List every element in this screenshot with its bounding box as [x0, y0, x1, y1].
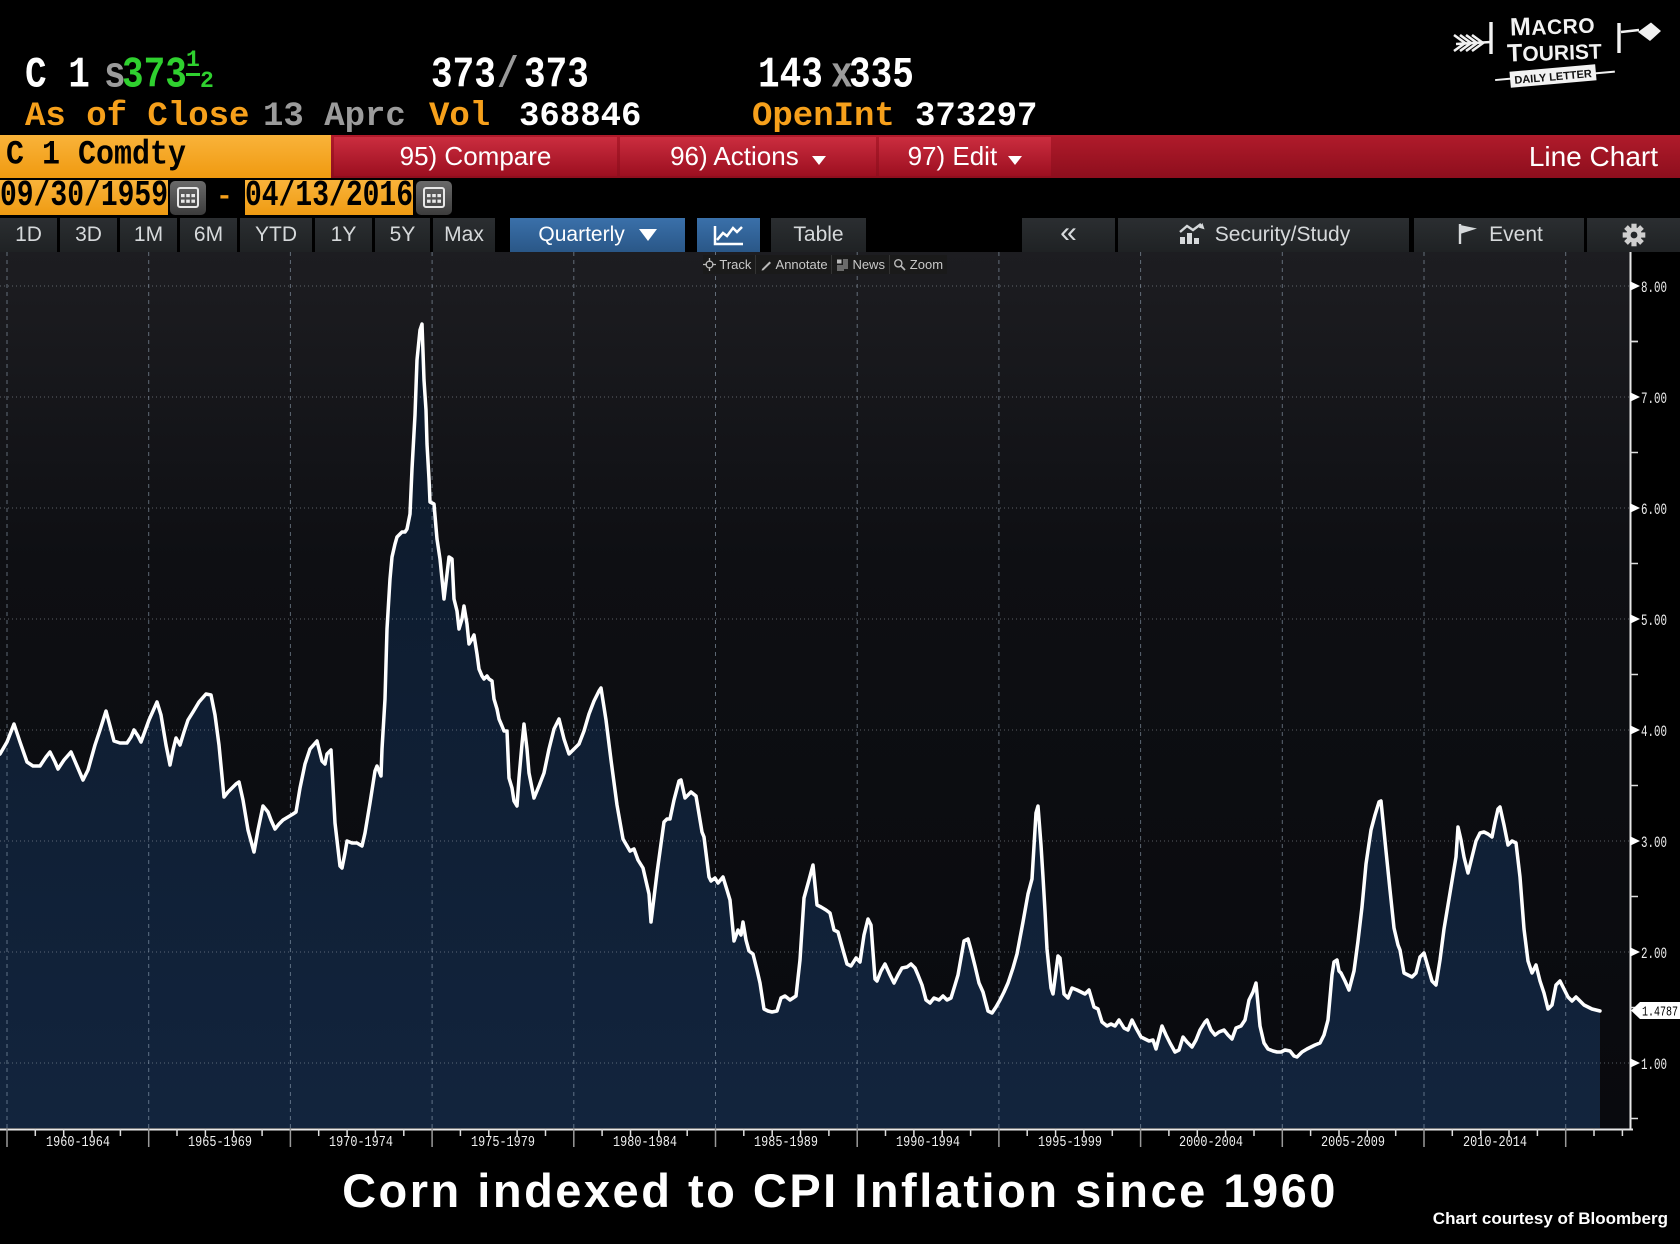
svg-text:4.00: 4.00	[1641, 723, 1667, 741]
svg-text:2005-2009: 2005-2009	[1321, 1134, 1385, 1151]
svg-text:1970-1974: 1970-1974	[329, 1134, 393, 1151]
svg-text:1.00: 1.00	[1641, 1056, 1667, 1074]
svg-text:5.00: 5.00	[1641, 612, 1667, 630]
svg-text:1975-1979: 1975-1979	[471, 1134, 535, 1151]
svg-text:MACRO: MACRO	[1509, 11, 1595, 42]
svg-text:1985-1989: 1985-1989	[754, 1134, 818, 1151]
svg-text:8.00: 8.00	[1641, 279, 1667, 297]
svg-text:3.00: 3.00	[1641, 834, 1667, 852]
svg-text:2000-2004: 2000-2004	[1179, 1134, 1243, 1151]
svg-text:1960-1964: 1960-1964	[46, 1134, 110, 1151]
svg-text:2010-2014: 2010-2014	[1463, 1134, 1527, 1151]
svg-text:1965-1969: 1965-1969	[188, 1134, 252, 1151]
svg-text:1980-1984: 1980-1984	[613, 1134, 677, 1151]
svg-text:1995-1999: 1995-1999	[1038, 1134, 1102, 1151]
svg-text:7.00: 7.00	[1641, 390, 1667, 408]
svg-text:1990-1994: 1990-1994	[896, 1134, 960, 1151]
svg-text:2.00: 2.00	[1641, 945, 1667, 963]
svg-text:1.4787: 1.4787	[1642, 1005, 1678, 1021]
svg-text:TOURIST: TOURIST	[1507, 36, 1603, 67]
svg-text:6.00: 6.00	[1641, 501, 1667, 519]
